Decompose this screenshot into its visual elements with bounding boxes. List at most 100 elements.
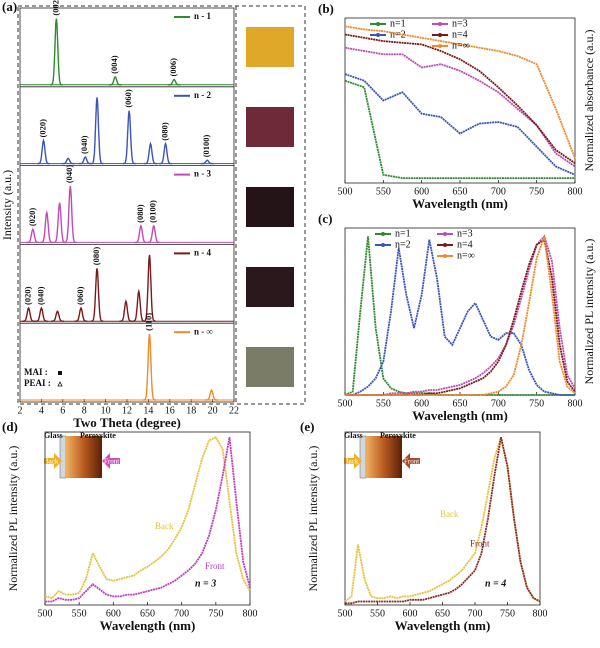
arrow-front xyxy=(402,453,420,469)
x-tick-label: 4 xyxy=(39,405,44,416)
series-line xyxy=(345,437,541,605)
annotation: n = 4 xyxy=(485,579,506,590)
series-line xyxy=(345,239,575,396)
peak-label: (080) xyxy=(135,204,145,223)
series-line xyxy=(344,25,576,159)
panel-label: (a) xyxy=(2,0,17,14)
panel-label: (d) xyxy=(2,419,18,434)
sample-photo xyxy=(246,107,294,147)
peak xyxy=(159,141,172,165)
mai-marker xyxy=(58,371,62,375)
x-tick-label: 500 xyxy=(338,608,353,619)
panel-frame xyxy=(17,5,306,405)
inset-label: Glass xyxy=(344,431,363,440)
x-tick-label: 10 xyxy=(101,405,111,416)
inset-label: Glass xyxy=(44,431,63,440)
peak xyxy=(26,227,40,244)
x-tick-label: 800 xyxy=(568,398,583,409)
x-tick-label: 650 xyxy=(453,186,468,197)
legend-marker xyxy=(443,232,447,236)
inset-d: Glass Perovskite Back Front xyxy=(44,431,120,479)
x-tick-label: 600 xyxy=(414,186,429,197)
y-axis-label: Normalized PL intensity (a.u.) xyxy=(306,446,320,592)
peak-label: (006) xyxy=(168,58,178,77)
legend-marker xyxy=(438,33,442,37)
peak xyxy=(122,110,136,165)
x-tick-label: 700 xyxy=(468,608,483,619)
peak-label: (0100) xyxy=(201,134,211,157)
sample-photo xyxy=(246,267,294,307)
x-tick-label: 700 xyxy=(491,186,506,197)
peak xyxy=(22,306,35,322)
x-tick-label: 18 xyxy=(186,405,196,416)
legend-label: n=2 xyxy=(390,29,406,40)
y-axis-label: Normalized PL intensity (a.u.) xyxy=(6,446,20,592)
x-tick-label: 550 xyxy=(72,608,87,619)
peak-label: (060) xyxy=(123,89,133,108)
peak-label: (040) xyxy=(35,286,45,305)
inset-label: Perovskite xyxy=(80,431,116,440)
x-tick-label: 750 xyxy=(208,608,223,619)
peak-label: (080) xyxy=(91,247,101,266)
x-tick-label: 800 xyxy=(243,608,258,619)
peak xyxy=(35,306,48,322)
x-tick-label: 700 xyxy=(174,608,189,619)
sample-photo xyxy=(246,187,294,227)
peak xyxy=(143,333,156,401)
peak xyxy=(143,254,156,322)
annotation: n = 3 xyxy=(195,579,216,590)
legend-marker xyxy=(443,243,447,247)
peak xyxy=(74,306,88,322)
peak xyxy=(61,157,75,165)
panel-label: (b) xyxy=(318,1,334,16)
x-tick-label: 650 xyxy=(453,398,468,409)
legend-label: n - 3 xyxy=(194,169,212,179)
peak xyxy=(90,268,104,322)
x-axis-label: Wavelength (nm) xyxy=(412,196,508,211)
series-line xyxy=(345,236,576,396)
peak-label: (020) xyxy=(27,208,37,227)
sample-photo xyxy=(246,27,294,67)
perovskite xyxy=(366,436,402,478)
legend-label: n=1 xyxy=(395,228,411,239)
legend-label: n=3 xyxy=(457,228,473,239)
series-label: Back xyxy=(155,521,174,531)
x-tick-label: 800 xyxy=(568,186,583,197)
series-line xyxy=(45,437,251,603)
glass xyxy=(359,435,367,479)
x-axis-label: Wavelength (nm) xyxy=(412,408,508,423)
sample-photo xyxy=(246,347,294,387)
series-label: Back xyxy=(440,509,459,519)
peak-label: (002) xyxy=(50,0,60,16)
peak xyxy=(63,186,77,244)
series-line xyxy=(344,73,576,176)
x-tick-label: 2 xyxy=(18,405,23,416)
x-tick-label: 750 xyxy=(529,186,544,197)
legend-label: n=3 xyxy=(452,18,468,29)
y-axis-label: Normalized PL intensity (a.u.) xyxy=(582,239,596,385)
series-line xyxy=(344,79,575,179)
x-tick-label: 20 xyxy=(208,405,218,416)
x-tick-label: 600 xyxy=(403,608,418,619)
inset-label: Back xyxy=(44,458,59,466)
arrow-front xyxy=(102,453,120,469)
peai-marker xyxy=(57,381,63,387)
peak xyxy=(119,299,133,322)
x-tick-label: 550 xyxy=(376,186,391,197)
peak xyxy=(90,97,104,165)
series-line xyxy=(345,238,576,396)
peak xyxy=(108,75,122,86)
arrow-back xyxy=(44,453,62,469)
series-label: Front xyxy=(205,561,225,571)
peak-label: (004) xyxy=(109,55,119,74)
x-tick-label: 750 xyxy=(529,398,544,409)
x-tick-label: 500 xyxy=(338,398,353,409)
glass xyxy=(59,435,67,479)
legend-label: n - ∞ xyxy=(194,326,213,336)
x-tick-label: 22 xyxy=(229,405,239,416)
x-axis-label: Two Theta (degree) xyxy=(73,415,181,430)
x-tick-label: 650 xyxy=(140,608,155,619)
marker-legend: PEAI : xyxy=(24,378,51,388)
plot-frame xyxy=(19,7,235,403)
y-axis-label: Normalized absorbance (a.u.) xyxy=(582,30,596,172)
